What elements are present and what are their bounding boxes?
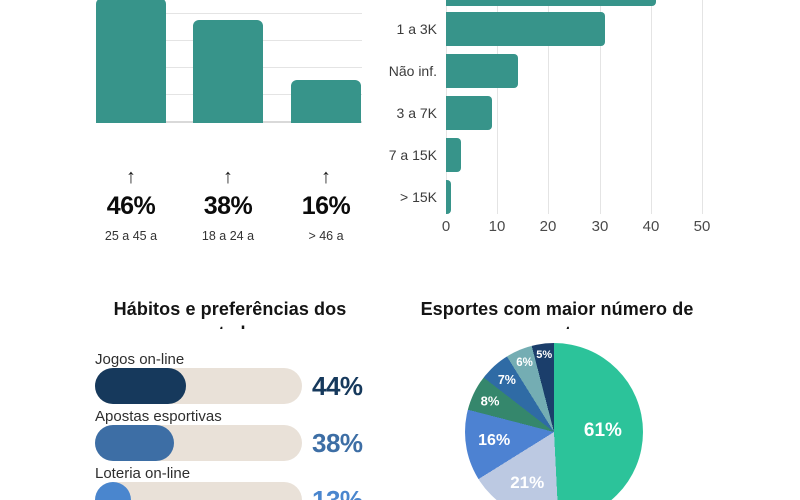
habits-title: Hábitos e preferências dos: [113, 299, 347, 319]
income-category-label: 3 a 7K: [396, 105, 437, 121]
pie-slice-label: 5%: [536, 349, 553, 362]
x-axis-tick: 50: [693, 218, 711, 235]
income-category-label: 7 a 15K: [388, 147, 437, 163]
progress-fill: [95, 368, 186, 404]
progress-track: [95, 368, 302, 404]
age-value-label: 46%: [106, 192, 156, 220]
habits-title-line2-text: apostadores: [40, 324, 420, 329]
gridline: [497, 0, 498, 214]
income-bar: [446, 180, 451, 214]
pie-slice-label: 61%: [583, 419, 622, 441]
age-bar: [291, 80, 361, 123]
pie-slice-label: 7%: [497, 372, 516, 387]
sports-title: Esportes com maior número de: [420, 299, 694, 319]
income-category-label: > 15K: [400, 189, 437, 205]
habit-label: Apostas esportivas: [95, 408, 222, 425]
income-bar: [446, 138, 461, 172]
age-chart-plot: [96, 0, 362, 123]
habit-row: Apostas esportivas 38%: [95, 408, 395, 465]
habit-value-label: 38%: [312, 428, 363, 458]
habits-title-line2: apostadores: [40, 324, 420, 329]
age-category-label: > 46 a: [308, 229, 344, 243]
pie: 61% 21% 16% 8% 7% 6% 5%: [465, 343, 643, 500]
up-arrow-icon: ↑: [223, 166, 233, 188]
gridline: [548, 0, 549, 214]
x-axis-tick: 10: [488, 218, 506, 235]
habit-row: Loteria on-line 13%: [95, 465, 395, 500]
age-bar: [193, 20, 263, 123]
age-category-label: 25 a 45 a: [104, 229, 158, 243]
habit-label: Loteria on-line: [95, 465, 191, 482]
up-arrow-icon: ↑: [321, 166, 331, 188]
habit-label: Jogos on-line: [95, 351, 185, 368]
income-bar: [446, 12, 605, 46]
pie-slice-label: 6%: [516, 357, 533, 370]
gridline: [702, 0, 703, 214]
gridline: [96, 13, 362, 14]
x-axis-tick: 20: [539, 218, 557, 235]
gridline: [651, 0, 652, 214]
progress-fill: [95, 425, 174, 461]
income-category-label: 1 a 3K: [396, 21, 437, 37]
pie-slice-label: 21%: [510, 473, 545, 493]
age-value-label: 38%: [203, 192, 253, 220]
income-bar: [446, 0, 656, 6]
income-bar: [446, 54, 518, 88]
habit-row: Jogos on-line 44%: [95, 351, 395, 408]
x-axis-tick: 0: [441, 218, 451, 235]
pie-slice-label: 16%: [478, 432, 511, 450]
up-arrow-icon: ↑: [126, 166, 136, 188]
age-bar: [96, 0, 166, 123]
pie-slice-label: 8%: [480, 393, 500, 409]
x-axis-tick: 30: [591, 218, 609, 235]
sports-title-line2-text: apostas: [407, 324, 707, 329]
sports-title-line2: apostas: [407, 324, 707, 329]
habit-value-label: 44%: [312, 371, 363, 401]
progress-track: [95, 482, 302, 500]
age-category-label: 18 a 24 a: [201, 229, 255, 243]
income-category-label: Não inf.: [388, 63, 437, 79]
progress-track: [95, 425, 302, 461]
age-value-label: 16%: [301, 192, 351, 220]
income-bar: [446, 96, 492, 130]
x-axis-tick: 40: [642, 218, 660, 235]
progress-fill: [95, 482, 131, 500]
habit-value-label: 13%: [312, 485, 363, 500]
gridline: [600, 0, 601, 214]
